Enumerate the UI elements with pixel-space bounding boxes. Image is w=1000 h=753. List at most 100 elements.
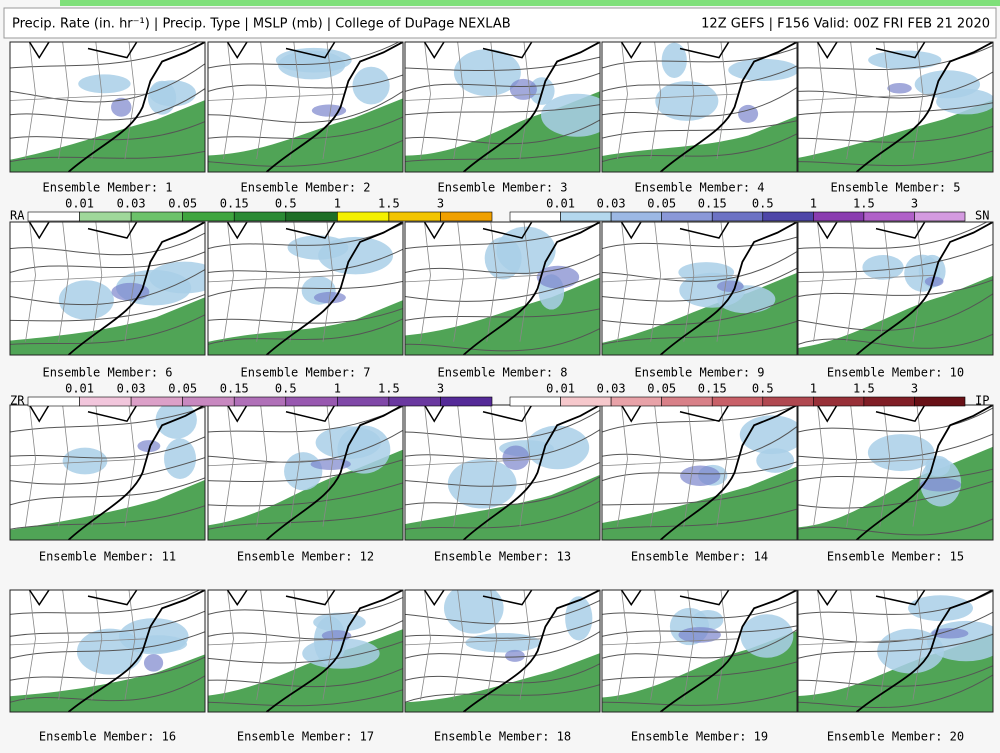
isobar — [405, 56, 600, 72]
legend-label: 0.05 — [168, 382, 197, 396]
coastline — [659, 405, 797, 540]
legend-label: 0.01 — [546, 382, 575, 396]
panel-border — [207, 41, 404, 173]
snow-area — [447, 458, 517, 509]
snow-area — [149, 261, 205, 294]
state-border — [486, 222, 498, 342]
coastline — [67, 590, 205, 712]
map-panel — [405, 42, 600, 172]
lake-outline — [620, 405, 730, 423]
rain-area — [798, 99, 993, 172]
isobar — [602, 267, 797, 302]
isobar — [208, 459, 403, 482]
state-border — [798, 274, 935, 283]
legend-label: 0.03 — [117, 197, 146, 211]
isobar — [405, 619, 600, 639]
rain-area — [798, 275, 993, 355]
state-border — [223, 405, 234, 527]
state-border — [405, 93, 542, 101]
lake-outline — [816, 590, 926, 606]
state-border — [879, 590, 891, 700]
state-border — [289, 590, 301, 700]
isobar — [798, 433, 993, 461]
isobar — [798, 71, 993, 99]
snow-core — [111, 97, 132, 117]
legend-swatch — [182, 211, 235, 222]
isobar — [602, 661, 797, 681]
isobar — [405, 222, 600, 250]
isobar — [10, 436, 205, 459]
coastline — [659, 222, 797, 355]
isobar — [798, 674, 993, 709]
state-border — [289, 405, 301, 527]
state-border — [716, 222, 728, 342]
state-border — [453, 405, 465, 527]
legend-swatch — [337, 396, 390, 407]
state-border — [519, 405, 531, 527]
legend-swatch — [560, 396, 612, 407]
state-border — [813, 222, 824, 342]
isobar — [405, 409, 600, 440]
map-panel — [208, 42, 403, 172]
coastline — [265, 222, 403, 355]
legend-name: ZR — [10, 394, 25, 408]
legend-swatch — [79, 211, 132, 222]
snow-core — [111, 282, 150, 301]
isobar — [798, 665, 993, 687]
snow-core — [931, 628, 969, 639]
panel-label: Ensemble Member: 17 — [237, 730, 374, 744]
panel-border — [404, 41, 601, 173]
legend-label: 0.05 — [168, 197, 197, 211]
isobar — [208, 139, 403, 167]
isobar — [405, 119, 600, 145]
legend-label: 0.01 — [65, 197, 94, 211]
legend-swatch — [440, 211, 493, 222]
state-border — [10, 638, 147, 646]
state-border — [223, 42, 234, 160]
panel-border — [404, 589, 601, 713]
map-panel — [208, 405, 403, 540]
legend-label: 0.15 — [698, 197, 727, 211]
isobar — [405, 328, 600, 352]
isobar — [602, 601, 797, 619]
state-border — [519, 222, 531, 342]
state-border — [798, 458, 935, 467]
state-border — [208, 93, 345, 101]
state-border — [322, 405, 334, 527]
state-border — [912, 405, 924, 527]
snow-core — [509, 78, 537, 100]
rain-area — [602, 466, 797, 540]
isobar — [208, 42, 400, 69]
snow-area — [155, 405, 197, 439]
snow-area — [78, 74, 131, 94]
legend-name: RA — [10, 209, 25, 223]
panel-border — [797, 589, 994, 713]
legend-label: 0.5 — [275, 197, 297, 211]
isobar — [10, 610, 205, 637]
state-border — [602, 458, 739, 467]
isobar — [405, 72, 600, 92]
isobar — [798, 333, 993, 349]
panel-border — [601, 589, 798, 713]
state-border — [25, 42, 36, 160]
state-border — [223, 222, 234, 342]
snow-area — [565, 596, 593, 641]
state-border — [10, 274, 147, 283]
legend-swatch — [27, 396, 80, 407]
isobar — [798, 518, 993, 536]
lake-outline — [226, 42, 336, 60]
state-border — [846, 590, 858, 700]
isobar — [208, 597, 403, 615]
isobar — [208, 406, 403, 433]
panel-label: Ensemble Member: 16 — [39, 730, 176, 744]
legend-swatch — [610, 396, 662, 407]
legend-label: 1.5 — [378, 382, 400, 396]
coastline — [462, 42, 600, 172]
isobar — [602, 294, 797, 326]
legend-label: 0.5 — [752, 197, 774, 211]
state-border — [58, 590, 70, 700]
snow-area — [318, 236, 394, 275]
isobar — [10, 590, 201, 615]
state-border — [91, 222, 103, 342]
state-border — [486, 405, 498, 527]
